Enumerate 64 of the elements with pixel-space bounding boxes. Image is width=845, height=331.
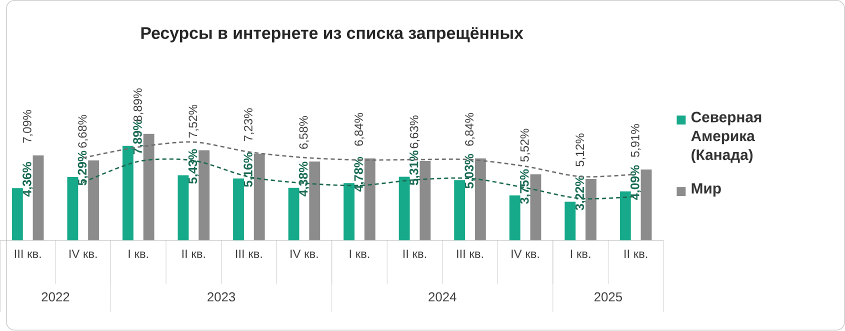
bar [122,146,134,240]
chart-title: Ресурсы в интернете из списка запрещённых [141,27,524,43]
data-label: 4,38% [298,162,310,197]
bar [198,150,210,240]
bar [620,192,631,240]
bar [12,188,23,240]
bar [474,158,486,240]
x-tick-label: II кв. [624,250,648,258]
data-label: 5,31% [409,150,420,186]
bar [67,177,78,240]
bar [233,178,244,240]
x-tick-label: III кв. [457,250,483,258]
x-tick-label: IV кв. [512,250,539,258]
bar [178,175,189,240]
bar [564,202,576,240]
data-label: 7,09% [22,110,33,143]
text: 2023 [208,292,236,302]
bar [32,156,44,240]
data-label: 5,16% [244,152,254,188]
bar [254,154,265,240]
data-label: 7,52% [188,105,199,138]
bar [398,176,410,240]
data-label: 6,84% [465,113,475,146]
data-label: 4,09% [630,165,642,200]
data-label: 5,29% [78,151,88,186]
data-label: 6,63% [410,116,420,148]
text: 2024 [428,292,456,302]
bar [143,134,154,240]
legend-label: Мир [692,183,721,197]
bar [88,160,100,240]
bar [509,196,520,240]
data-label: 5,03% [464,154,476,189]
x-tick-label: I кв. [570,250,590,258]
bar [640,170,652,240]
x-tick-label: I кв. [128,250,148,258]
data-label: 3,75% [520,169,531,204]
x-tick-label: II кв. [403,250,426,258]
data-label: 7,23% [244,108,254,142]
bar [586,179,596,240]
bar [454,180,466,240]
data-label: 5,43% [188,149,199,184]
data-label: 4,78% [354,157,365,192]
data-label: 5,52% [520,128,530,162]
x-tick-label: III кв. [14,250,41,258]
bar [344,183,355,240]
data-label: 6,84% [354,113,364,146]
text: 2025 [594,292,622,302]
text: 2022 [42,292,70,302]
x-tick-label: IV кв. [70,250,97,258]
data-label: 5,91% [630,124,641,158]
x-tick-label: I кв. [350,250,370,258]
x-tick-label: IV кв. [290,250,318,258]
data-label: 6,58% [299,116,310,150]
bar [364,158,376,240]
x-tick-label: III кв. [236,250,262,258]
x-tick-label: II кв. [182,250,205,258]
data-label: 4,36% [22,162,34,197]
bar [420,161,431,240]
data-label: 6,68% [78,115,88,148]
bar [288,188,300,240]
data-label: 5,12% [576,134,586,167]
bar [530,174,542,240]
bar [309,162,320,240]
legend-label: Северная Америка (Канада) [691,112,762,164]
